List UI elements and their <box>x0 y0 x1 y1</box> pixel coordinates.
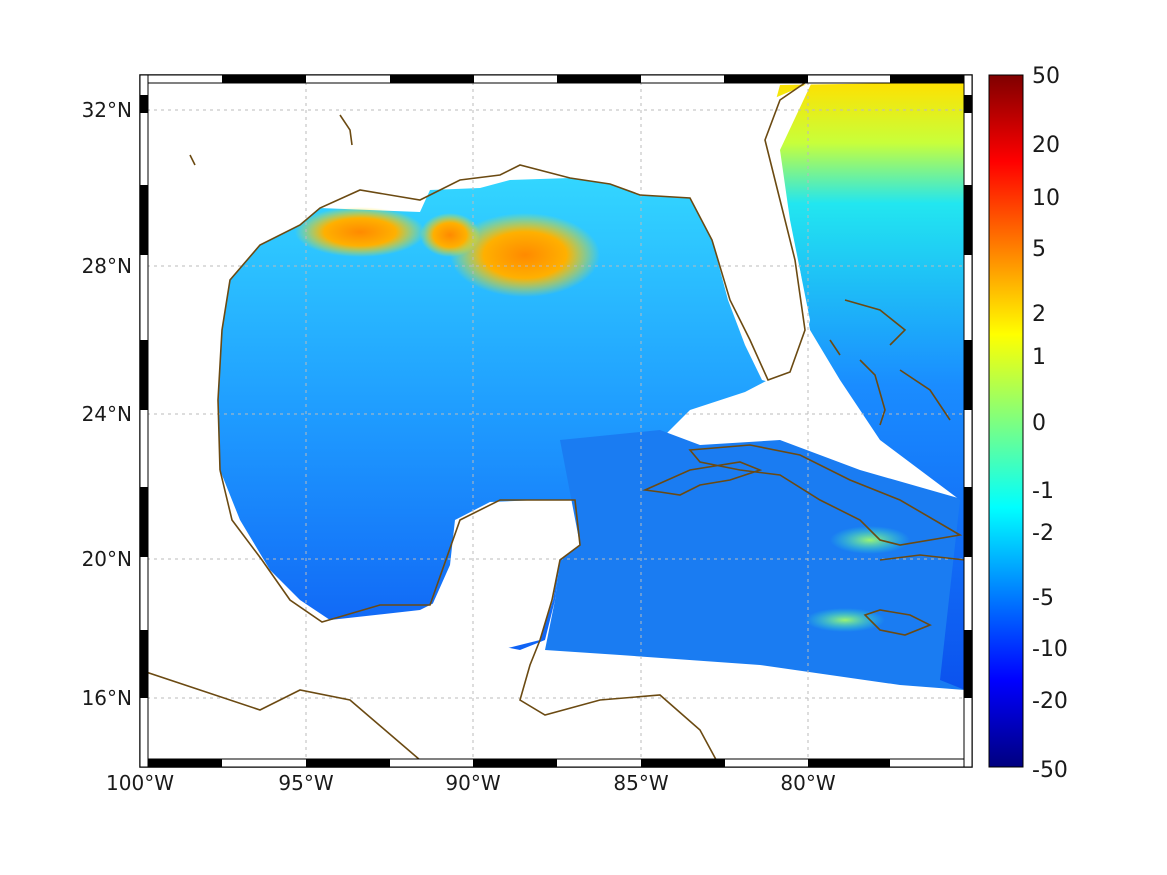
lat-tick-label: 28°N <box>82 254 132 278</box>
lon-tick-labels: 100°W 95°W 90°W 85°W 80°W <box>106 771 836 795</box>
cuba-outline <box>642 444 963 546</box>
hot-anomaly-louisiana-west <box>295 207 425 257</box>
texas-islands <box>189 114 353 166</box>
colorbar-label: 50 <box>1032 64 1060 89</box>
coastlines <box>140 77 966 767</box>
hot-anomaly-louisiana-east <box>420 213 480 257</box>
lon-tick-label: 95°W <box>278 771 333 795</box>
colorbar-label: -10 <box>1032 637 1068 662</box>
colorbar-label: 1 <box>1032 345 1046 370</box>
colorbar-label: 0 <box>1032 411 1046 436</box>
lat-tick-label: 24°N <box>82 402 132 426</box>
lat-grid-lines <box>140 109 972 699</box>
bahamas-outline <box>829 299 951 426</box>
colorbar-label: -2 <box>1032 521 1054 546</box>
lon-tick-label: 100°W <box>106 771 174 795</box>
florida-land <box>690 82 812 385</box>
colorbar-label: -20 <box>1032 689 1068 714</box>
colorbar-label: 20 <box>1032 133 1060 158</box>
warm-anomaly-cuba <box>830 526 910 554</box>
colorbar-label: -50 <box>1032 758 1068 783</box>
lat-tick-label: 16°N <box>82 686 132 710</box>
frame-left-bar <box>139 74 149 768</box>
lon-tick-label: 90°W <box>445 771 500 795</box>
central-america-coastline <box>140 669 421 761</box>
lon-tick-label: 85°W <box>613 771 668 795</box>
yucatan-land <box>430 500 580 650</box>
frame-right-bar <box>963 74 973 768</box>
gulf-coastline <box>217 77 813 471</box>
hot-anomaly-mississippi <box>450 213 600 297</box>
colorbar-label: -1 <box>1032 479 1054 504</box>
mexico-coastline <box>219 469 721 767</box>
lat-tick-label: 20°N <box>82 547 132 571</box>
colorbar-label: 5 <box>1032 237 1046 262</box>
colorbar-label: -5 <box>1032 586 1054 611</box>
lat-tick-labels: 32°N 28°N 24°N 20°N 16°N <box>82 98 132 710</box>
map-frame <box>139 74 973 768</box>
jamaica-outline <box>863 609 932 636</box>
lon-tick-label: 80°W <box>780 771 835 795</box>
colorbar-label: 10 <box>1032 186 1060 211</box>
colorbar-label: 2 <box>1032 302 1046 327</box>
colorbar <box>988 74 1024 768</box>
warm-anomaly-jamaica <box>805 608 885 632</box>
lon-grid-lines <box>305 75 809 767</box>
atlantic-field <box>765 82 965 690</box>
lat-tick-label: 32°N <box>82 98 132 122</box>
hispaniola-outline <box>879 554 966 561</box>
